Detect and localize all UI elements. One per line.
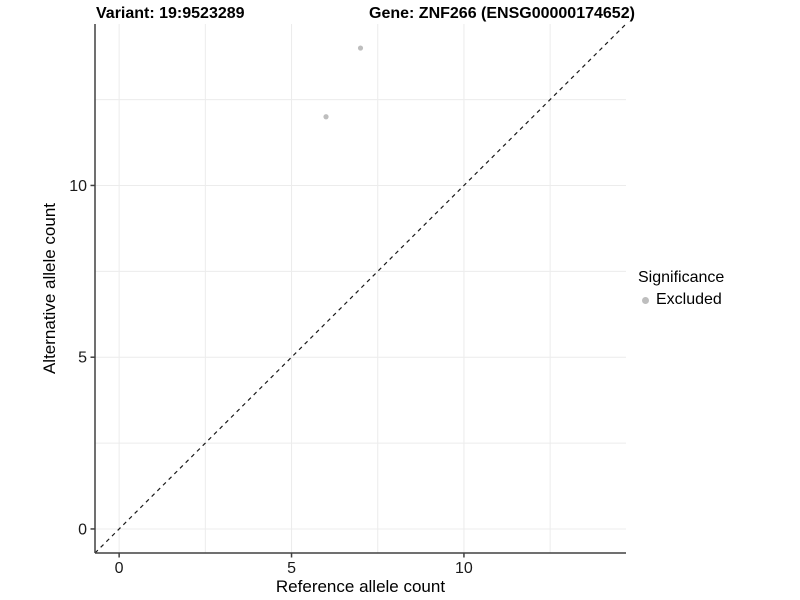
x-tick-label: 5 bbox=[287, 560, 296, 577]
legend-item-label: Excluded bbox=[656, 291, 722, 308]
x-axis-title: Reference allele count bbox=[275, 577, 446, 596]
x-tick-label: 10 bbox=[455, 560, 473, 577]
y-tick-label: 0 bbox=[78, 521, 87, 538]
y-tick-label: 10 bbox=[69, 178, 87, 195]
legend-item-excluded: Excluded bbox=[638, 290, 724, 310]
plot-title-gene: Gene: ZNF266 (ENSG00000174652) bbox=[369, 5, 635, 22]
identity-line bbox=[94, 23, 627, 554]
y-tick-label: 5 bbox=[78, 350, 87, 367]
y-axis-title: Alternative allele count bbox=[40, 202, 59, 375]
legend: Significance Excluded bbox=[638, 268, 724, 310]
data-point bbox=[323, 114, 329, 120]
data-point bbox=[357, 45, 364, 51]
legend-point-icon bbox=[642, 296, 649, 304]
plot-title-variant: Variant: 19:9523289 bbox=[96, 5, 245, 22]
x-tick-label: 0 bbox=[115, 560, 124, 577]
legend-title: Significance bbox=[638, 269, 725, 286]
